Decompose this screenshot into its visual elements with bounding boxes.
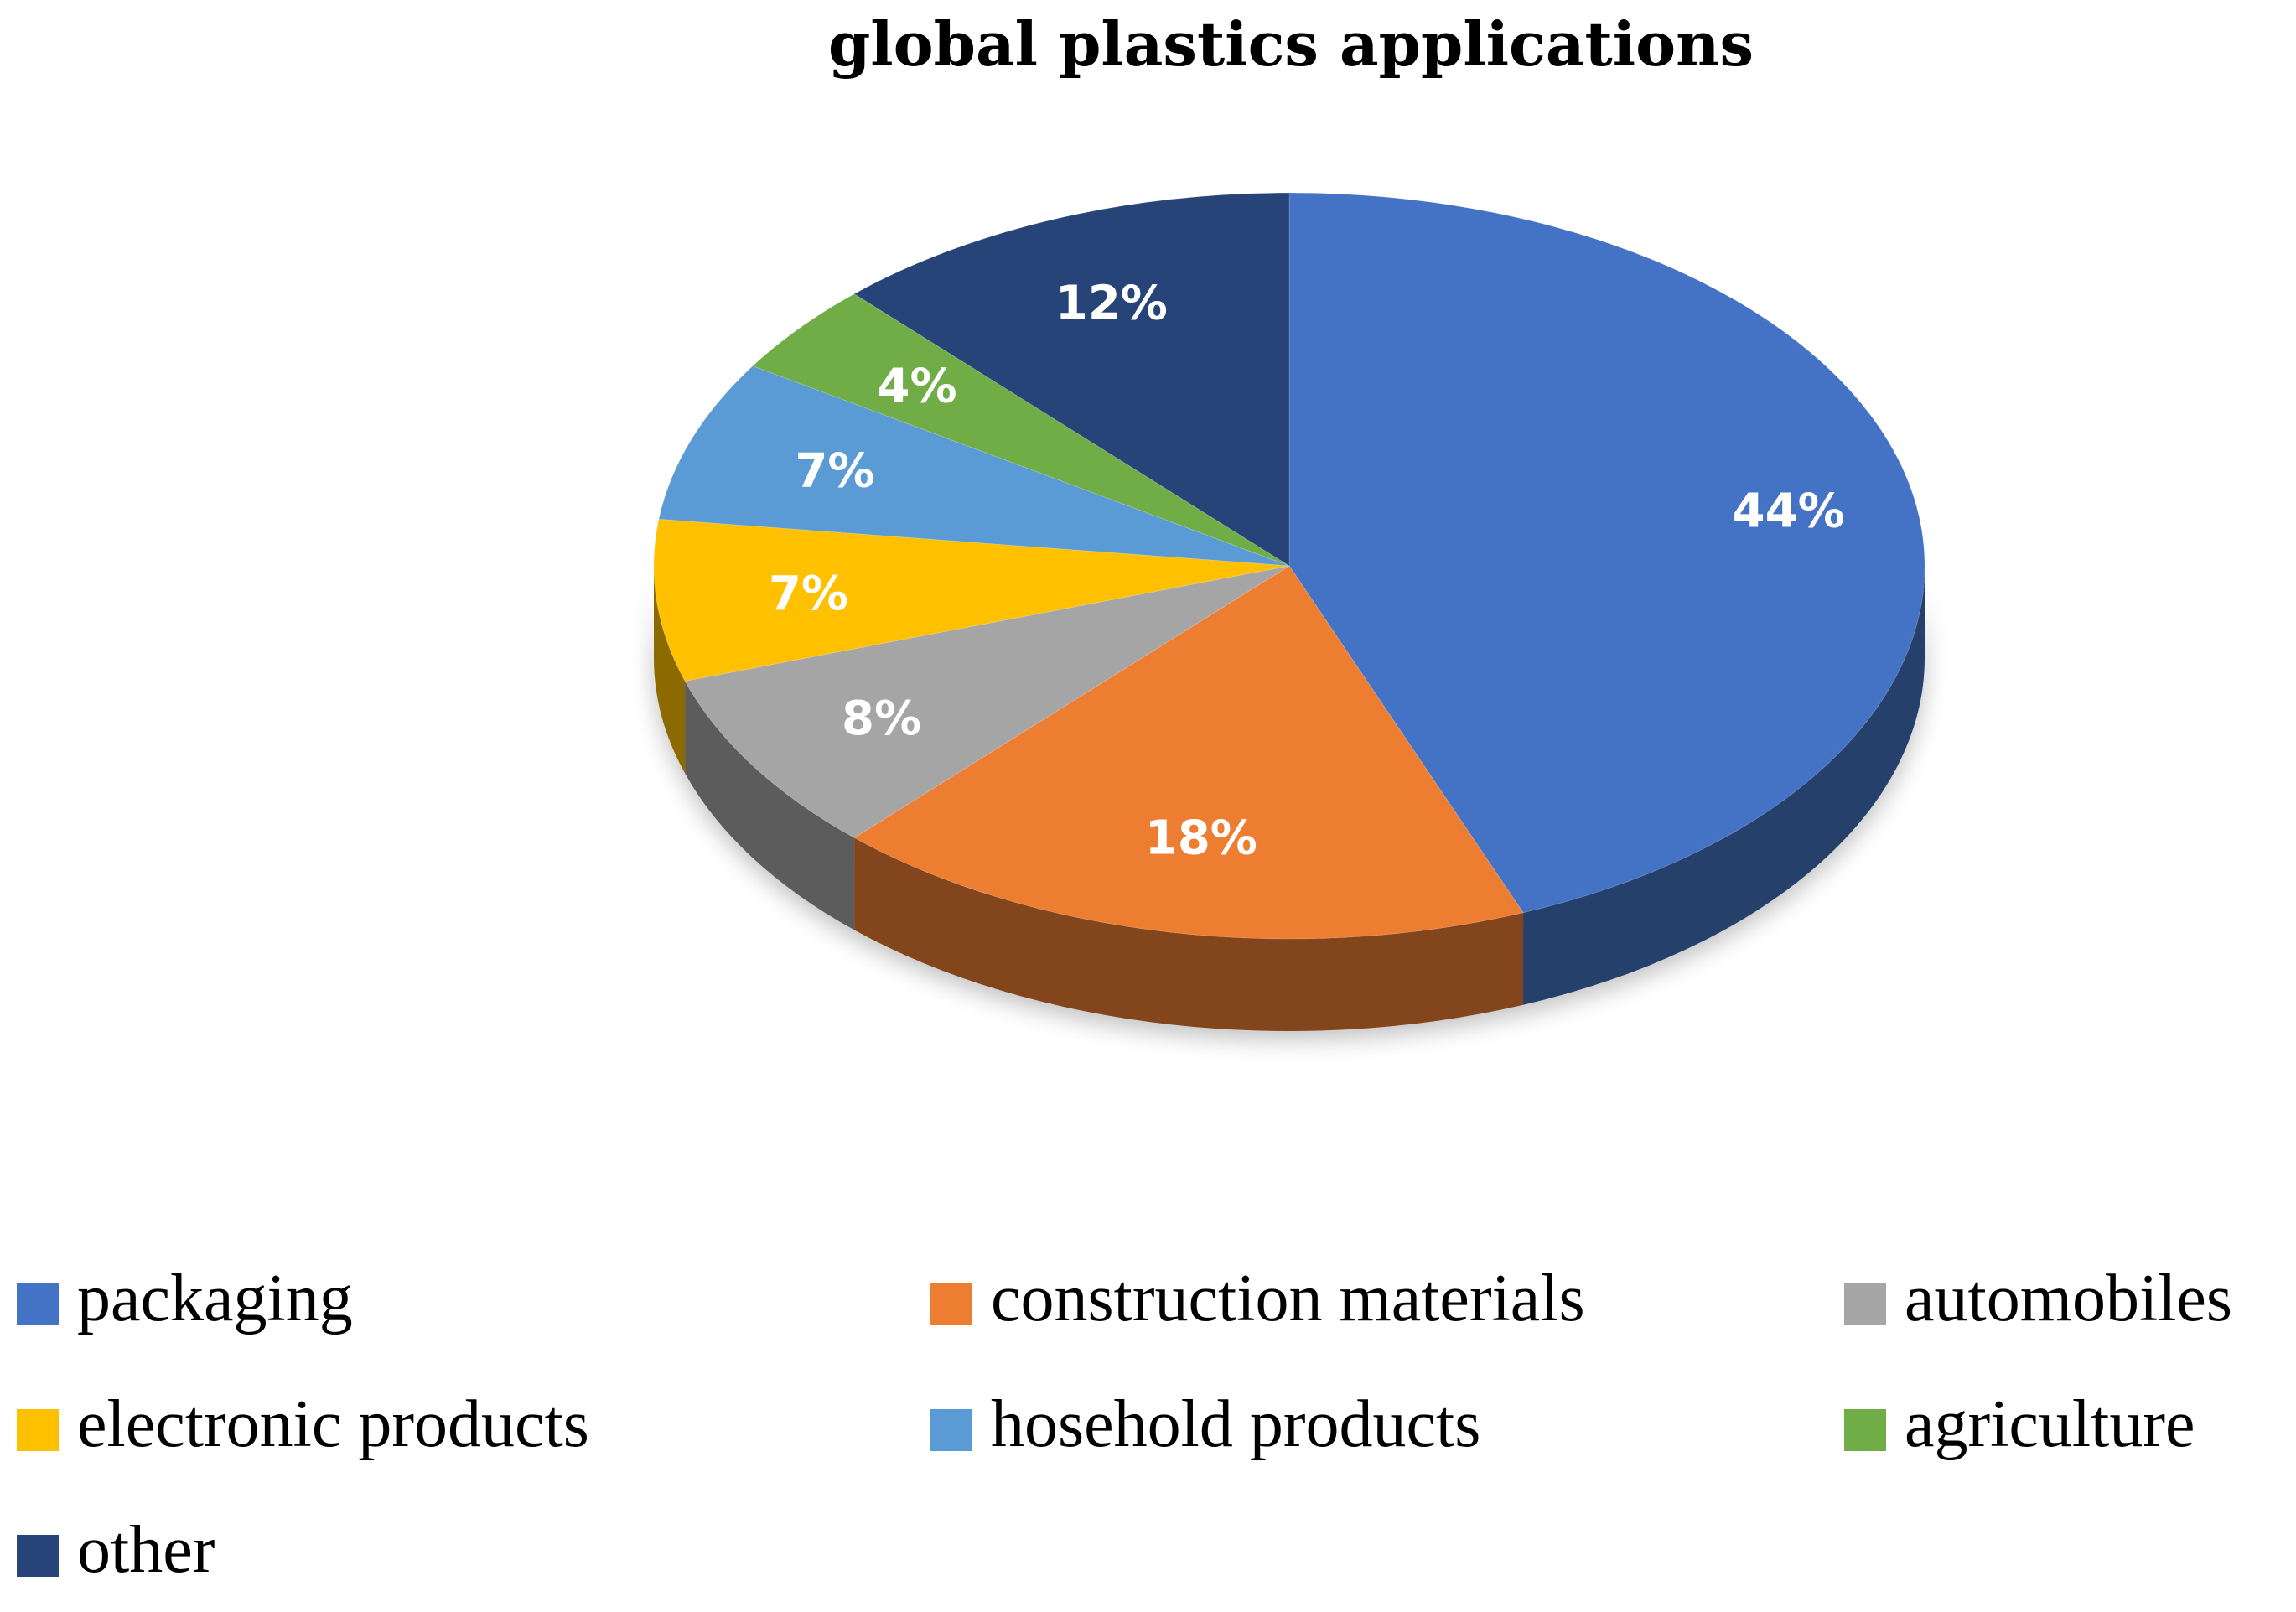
pie-side-electronic-products [654, 566, 686, 774]
data-label-automobiles: 8% [842, 692, 921, 746]
legend-swatch-packaging [17, 1283, 59, 1325]
pie-slice-automobiles [684, 565, 1290, 838]
legend-label-automobiles: automobiles [1905, 1262, 2232, 1335]
legend-item-electronic-products: electronic products [17, 1387, 589, 1461]
chart-title: global plastics applications [828, 8, 1754, 80]
pie-slice-other [853, 192, 1290, 567]
pie-side-packaging [1523, 566, 1925, 1005]
legend-swatch-other [17, 1535, 59, 1577]
data-label-electronic-products: 7% [769, 567, 848, 621]
legend-label-electronic-products: electronic products [77, 1387, 589, 1461]
legend-item-other: other [17, 1513, 215, 1587]
legend-swatch-hosehold-products [930, 1409, 972, 1451]
pie-side-construction-materials [854, 837, 1524, 1031]
data-label-other: 12% [1055, 277, 1168, 331]
pie-slice-hosehold-products [658, 365, 1290, 567]
legend-label-construction-materials: construction materials [991, 1262, 1585, 1335]
data-label-hosehold-products: 7% [795, 443, 874, 498]
legend: packaging construction materials automobil… [17, 1262, 2232, 1587]
pie-top [653, 192, 1925, 940]
pie-data-labels: 44%18%8%7%7%4%12% [769, 277, 1845, 866]
legend-label-agriculture: agriculture [1905, 1387, 2195, 1461]
legend-swatch-construction-materials [930, 1283, 972, 1325]
pie-slice-electronic-products [653, 518, 1290, 682]
pie-side-automobiles [685, 681, 855, 930]
legend-item-agriculture: agriculture [1844, 1387, 2195, 1461]
pie-slice-agriculture [752, 293, 1290, 567]
pie-depth [654, 566, 1925, 1031]
legend-item-construction-materials: construction materials [930, 1262, 1585, 1335]
data-label-packaging: 44% [1733, 484, 1845, 538]
legend-item-hosehold-products: hosehold products [930, 1387, 1480, 1461]
legend-label-hosehold-products: hosehold products [991, 1387, 1480, 1461]
legend-label-packaging: packaging [77, 1262, 353, 1335]
legend-label-other: other [77, 1513, 215, 1587]
data-label-agriculture: 4% [878, 359, 957, 413]
legend-item-packaging: packaging [17, 1262, 353, 1335]
data-label-construction-materials: 18% [1145, 811, 1257, 866]
legend-swatch-agriculture [1844, 1409, 1886, 1451]
pie-slice-construction-materials [853, 565, 1524, 940]
legend-swatch-automobiles [1844, 1283, 1886, 1325]
pie-slice-packaging [1288, 192, 1925, 914]
legend-swatch-electronic-products [17, 1409, 59, 1451]
legend-item-automobiles: automobiles [1844, 1262, 2232, 1335]
